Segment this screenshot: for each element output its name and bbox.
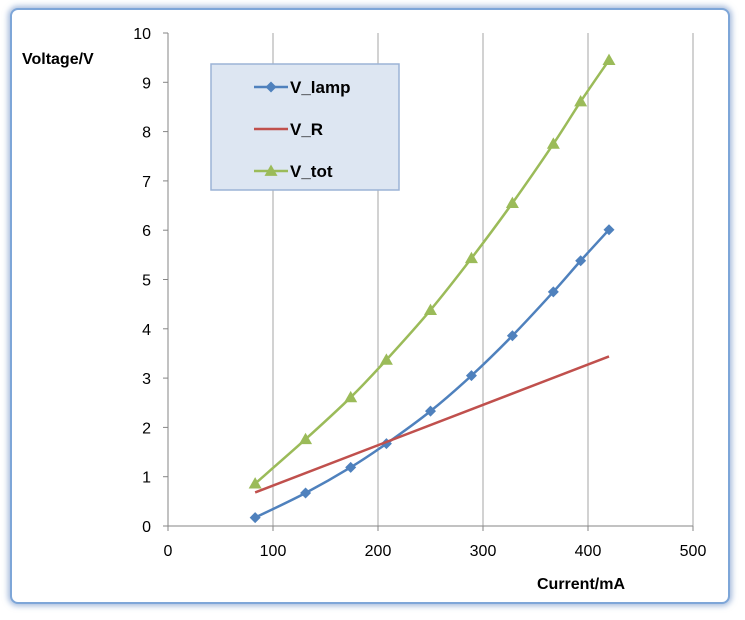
y-tick-label: 8 — [142, 125, 151, 142]
data-point-v-tot — [299, 432, 313, 445]
data-point-v-tot — [464, 251, 478, 264]
series-v-lamp — [249, 224, 615, 524]
legend-label: V_lamp — [290, 78, 350, 97]
y-tick-label: 9 — [142, 75, 151, 92]
data-point-v-tot — [344, 390, 358, 403]
data-point-v-tot — [379, 353, 393, 365]
y-tick-label: 2 — [142, 420, 151, 437]
x-tick-label: 300 — [470, 543, 497, 560]
x-tick-label: 500 — [680, 543, 707, 560]
legend-marker — [265, 81, 277, 93]
legend: V_lamp V_R V_tot — [210, 63, 400, 191]
data-point-v-tot — [424, 303, 437, 315]
data-point-v-lamp — [547, 286, 559, 298]
data-point-v-tot — [574, 95, 588, 107]
data-point-v-tot — [546, 137, 560, 149]
series-line-v-r — [254, 355, 610, 494]
y-tick-label: 10 — [133, 26, 151, 43]
y-tick-label: 1 — [142, 470, 151, 487]
legend-label: V_tot — [290, 162, 333, 181]
legend-item-v-tot: V_tot — [254, 162, 333, 181]
x-tick-label: 0 — [164, 543, 173, 560]
series-line-v-lamp — [254, 228, 610, 519]
data-point-v-lamp — [249, 512, 261, 524]
series-line-v-tot — [254, 59, 611, 485]
legend-box — [210, 63, 400, 191]
y-tick-label: 4 — [142, 322, 151, 339]
data-point-v-lamp — [603, 224, 615, 236]
legend-marker — [264, 164, 278, 176]
data-point-v-tot — [505, 196, 519, 208]
data-point-v-lamp — [300, 487, 312, 499]
x-tick-label: 400 — [575, 543, 602, 560]
series-group — [248, 53, 616, 524]
series-v-tot — [248, 53, 616, 489]
data-point-v-lamp — [465, 370, 477, 382]
data-point-v-lamp — [506, 330, 518, 342]
series-v-r — [254, 355, 610, 494]
y-tick-label: 7 — [142, 174, 151, 191]
data-point-v-lamp — [425, 405, 436, 417]
y-axis-label: Voltage/V — [22, 51, 94, 68]
legend-label: V_R — [290, 120, 323, 139]
data-point-v-tot — [248, 477, 262, 489]
x-axis-label: Current/mA — [537, 576, 625, 593]
x-tick-label: 200 — [365, 543, 392, 560]
legend-item-v-lamp: V_lamp — [254, 78, 350, 97]
data-point-v-lamp — [575, 255, 587, 267]
y-tick-label: 6 — [142, 223, 151, 240]
y-tick-label: 0 — [142, 519, 151, 536]
y-tick-label: 3 — [142, 371, 151, 388]
data-point-v-lamp — [345, 461, 357, 473]
y-tick-label: 5 — [142, 273, 151, 290]
x-tick-label: 100 — [260, 543, 287, 560]
legend-item-v-r: V_R — [254, 120, 323, 139]
data-point-v-tot — [602, 53, 616, 65]
